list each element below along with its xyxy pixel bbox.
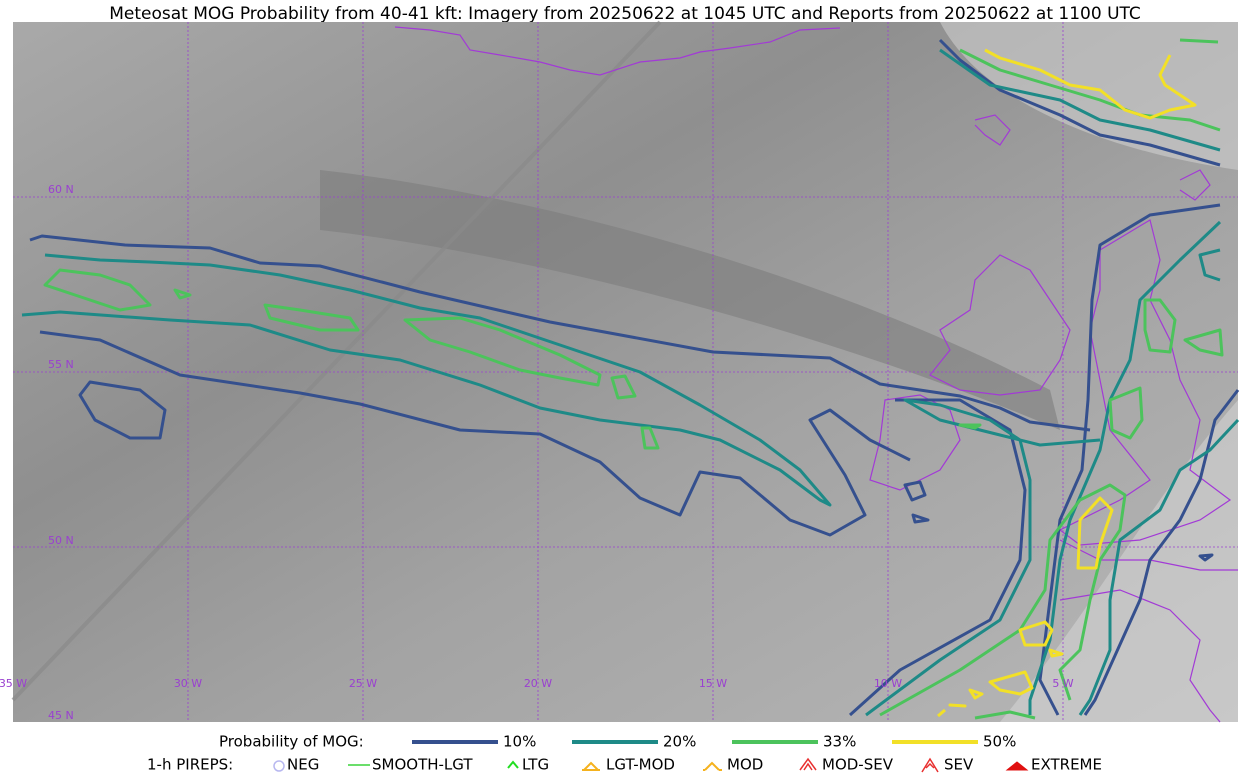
lat-label: 45 N [48, 709, 74, 722]
dark-band [320, 170, 1060, 430]
legend-symbol [507, 760, 519, 769]
legend-symbol [582, 761, 600, 771]
legend-symbol [1005, 761, 1029, 771]
lat-label: 60 N [48, 183, 74, 196]
legend-item: 10% [503, 733, 536, 751]
lon-label: 5 W [1052, 677, 1073, 690]
legend-item: LTG [522, 756, 549, 774]
legend-item: 50% [983, 733, 1016, 751]
legend-item: EXTREME [1031, 756, 1102, 774]
legend-symbol [921, 757, 939, 773]
lat-label: 55 N [48, 358, 74, 371]
legend-item: LGT-MOD [606, 756, 675, 774]
title: Meteosat MOG Probability from 40-41 kft:… [109, 4, 1141, 24]
lon-label: 35 W [0, 677, 27, 690]
legend-item: SMOOTH-LGT [372, 756, 473, 774]
legend-symbol [799, 757, 817, 771]
legend-item: SEV [944, 756, 974, 774]
lon-label: 10 W [874, 677, 902, 690]
legend-symbol [703, 761, 722, 771]
satellite-track [11, 20, 662, 702]
grid [13, 22, 1238, 722]
bright-cloud [1000, 400, 1238, 722]
legend-item: MOD [727, 756, 763, 774]
lon-label: 15 W [699, 677, 727, 690]
lon-label: 30 W [174, 677, 202, 690]
legend-symbol [273, 760, 285, 772]
map: 60 N 55 N 50 N 45 N 35 W 30 W 25 W 20 W 15 W 10 … [0, 20, 1240, 723]
legend-item: NEG [287, 756, 319, 774]
legend-label: Probability of MOG: [219, 733, 364, 751]
legend-label: 1-h PIREPS: [147, 756, 233, 774]
lon-label: 20 W [524, 677, 552, 690]
contours [21, 38, 1240, 720]
lat-label: 50 N [48, 534, 74, 547]
lat-labels: 60 N 55 N 50 N 45 N [48, 183, 74, 722]
legend-item: 33% [823, 733, 856, 751]
legend-item: MOD-SEV [822, 756, 894, 774]
legend: Probability of MOG: 1-h PIREPS: 10% 20% 33… [147, 733, 1102, 774]
lon-label: 25 W [349, 677, 377, 690]
lon-labels: 35 W 30 W 25 W 20 W 15 W 10 W 5 W [0, 677, 1074, 690]
legend-item: 20% [663, 733, 696, 751]
